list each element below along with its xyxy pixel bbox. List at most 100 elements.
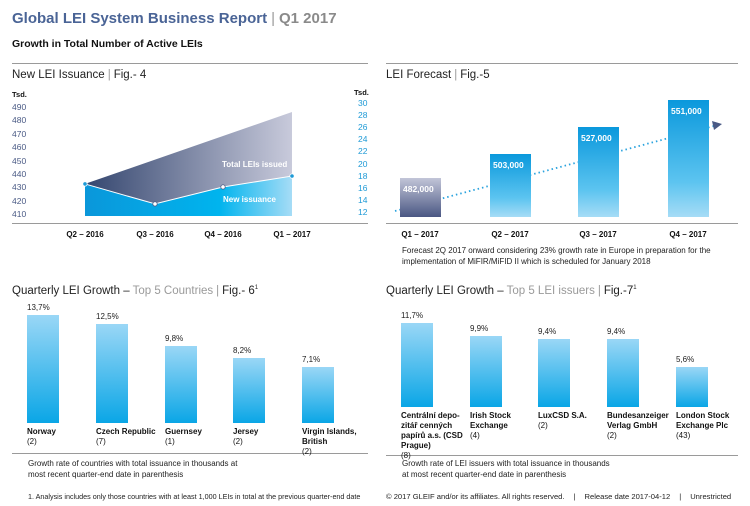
left-unit: Tsd. [12,90,27,99]
title-text: Global LEI System Business Report [12,10,268,27]
category-label: LuxCSD S.A. (2) [538,411,600,431]
x-tick: Q1 – 2017 [273,230,311,239]
report-title: Global LEI System Business Report | Q1 201… [12,10,337,27]
fig-label: Fig.-7 [603,285,634,297]
right-tick: 24 [358,134,368,145]
bar-value: 551,000 [671,106,702,116]
forecast-bar [578,127,619,217]
series-label-new: New issuance [223,195,276,204]
separator: | [271,10,275,27]
category-name: Czech Republic [96,427,156,436]
sup: 1 [254,285,259,292]
bar-value: 482,000 [403,184,434,194]
right-tick: 20 [358,158,368,169]
category-name: LuxCSD S.A. [538,411,587,420]
left-tick: 470 [12,128,27,139]
divider [12,63,368,64]
category-label: Centrální depo-zitář cenných papírů a.s.… [401,411,463,461]
country-bar [165,345,197,423]
bar-value: 503,000 [493,160,524,171]
fig7-note: Growth rate of LEI issuers with total is… [402,459,610,479]
bar-value: 527,000 [581,133,612,144]
issuer-bar [607,339,639,407]
title: New LEI Issuance [12,69,105,81]
category-name: Bundesanzeiger Verlag GmbH [607,411,669,430]
count: (2) [302,447,312,456]
right-tick: 30 [358,98,368,108]
count: (4) [470,431,480,440]
x-tick: Q2 – 2017 [491,230,529,239]
bar-value: 7,1% [302,354,321,364]
fig5-note: Forecast 2Q 2017 onward considering 23% … [402,246,711,266]
x-tick: Q3 – 2017 [579,230,617,239]
total-leis-area [85,112,292,204]
fig4-title: New LEI Issuance | Fig.- 4 [12,69,147,81]
new-issuance-line [84,175,293,205]
data-point [289,173,295,179]
right-tick: 22 [358,146,368,157]
right-tick: 26 [358,122,368,133]
category-name: Virgin Islands, British [302,427,357,446]
trend-arrow [394,125,715,212]
fig5-title: LEI Forecast | Fig.-5 [386,69,490,81]
classification: Unrestricted [690,492,732,501]
fig7-baseline [386,455,738,456]
category-label: Bundesanzeiger Verlag GmbH (2) [607,411,669,441]
data-point [82,181,88,187]
bar-value: 9,4% [607,327,626,337]
page-subtitle: Growth in Total Number of Active LEIs [12,38,203,50]
bar-value: 12,5% [96,312,119,322]
category-name: Norway [27,427,56,436]
footer: © 2017 GLEIF and/or its affiliates. All … [386,492,731,501]
category-label: Jersey (2) [233,427,301,447]
bar-value: 9,9% [470,323,489,333]
right-tick: 28 [358,110,368,121]
forecast-bar [400,178,441,217]
data-point [152,201,158,207]
category-label: London Stock Exchange Plc (43) [676,411,738,441]
category-name: Jersey [233,427,259,436]
category-name: London Stock Exchange Plc [676,411,730,430]
release-date: Release date 2017-04-12 [584,492,671,501]
bar-value: 11,7% [401,310,424,320]
issuer-bar [401,322,433,407]
fig5-baseline [386,223,738,224]
x-tick: Q2 – 2016 [66,230,104,239]
sep: | [573,492,576,501]
fig6-note: Growth rate of countries with total issu… [28,459,238,479]
bar-value: 13,7% [27,302,50,312]
count: (8) [401,451,411,460]
category-label: Irish Stock Exchange (4) [470,411,532,441]
right-unit: Tsd. [354,88,369,97]
count: (43) [676,431,691,440]
x-tick: Q1 – 2017 [401,230,439,239]
category-name: Centrální depo-zitář cenných papírů a.s.… [401,411,463,450]
count: (2) [233,437,243,446]
issuer-bar [676,366,708,407]
left-tick: 490 [12,102,27,112]
data-point [220,184,226,190]
title: Quarterly LEI Growth – [386,285,504,297]
category-label: Virgin Islands, British (2) [302,427,370,457]
right-tick: 18 [358,170,368,181]
fig7-title: Quarterly LEI Growth – Top 5 LEI issuers… [386,285,637,297]
title-grey: Top 5 LEI issuers [506,285,595,297]
right-tick: 14 [358,194,368,205]
category-label: Guernsey (1) [165,427,233,447]
fig6-baseline [12,453,368,454]
count: (2) [27,437,37,446]
bar-value: 9,8% [165,333,184,343]
count: (2) [607,431,617,440]
category-label: Norway (2) [27,427,95,447]
title: LEI Forecast [386,69,452,81]
left-tick: 440 [12,168,27,179]
left-tick: 420 [12,195,27,206]
bar-value: 9,4% [538,327,557,337]
forecast-bar [490,154,531,217]
right-tick: 12 [358,207,368,217]
category-label: Czech Republic (7) [96,427,164,447]
issuer-bar [470,335,502,407]
issuer-bar [538,339,570,407]
title-grey: Top 5 Countries [132,285,214,297]
